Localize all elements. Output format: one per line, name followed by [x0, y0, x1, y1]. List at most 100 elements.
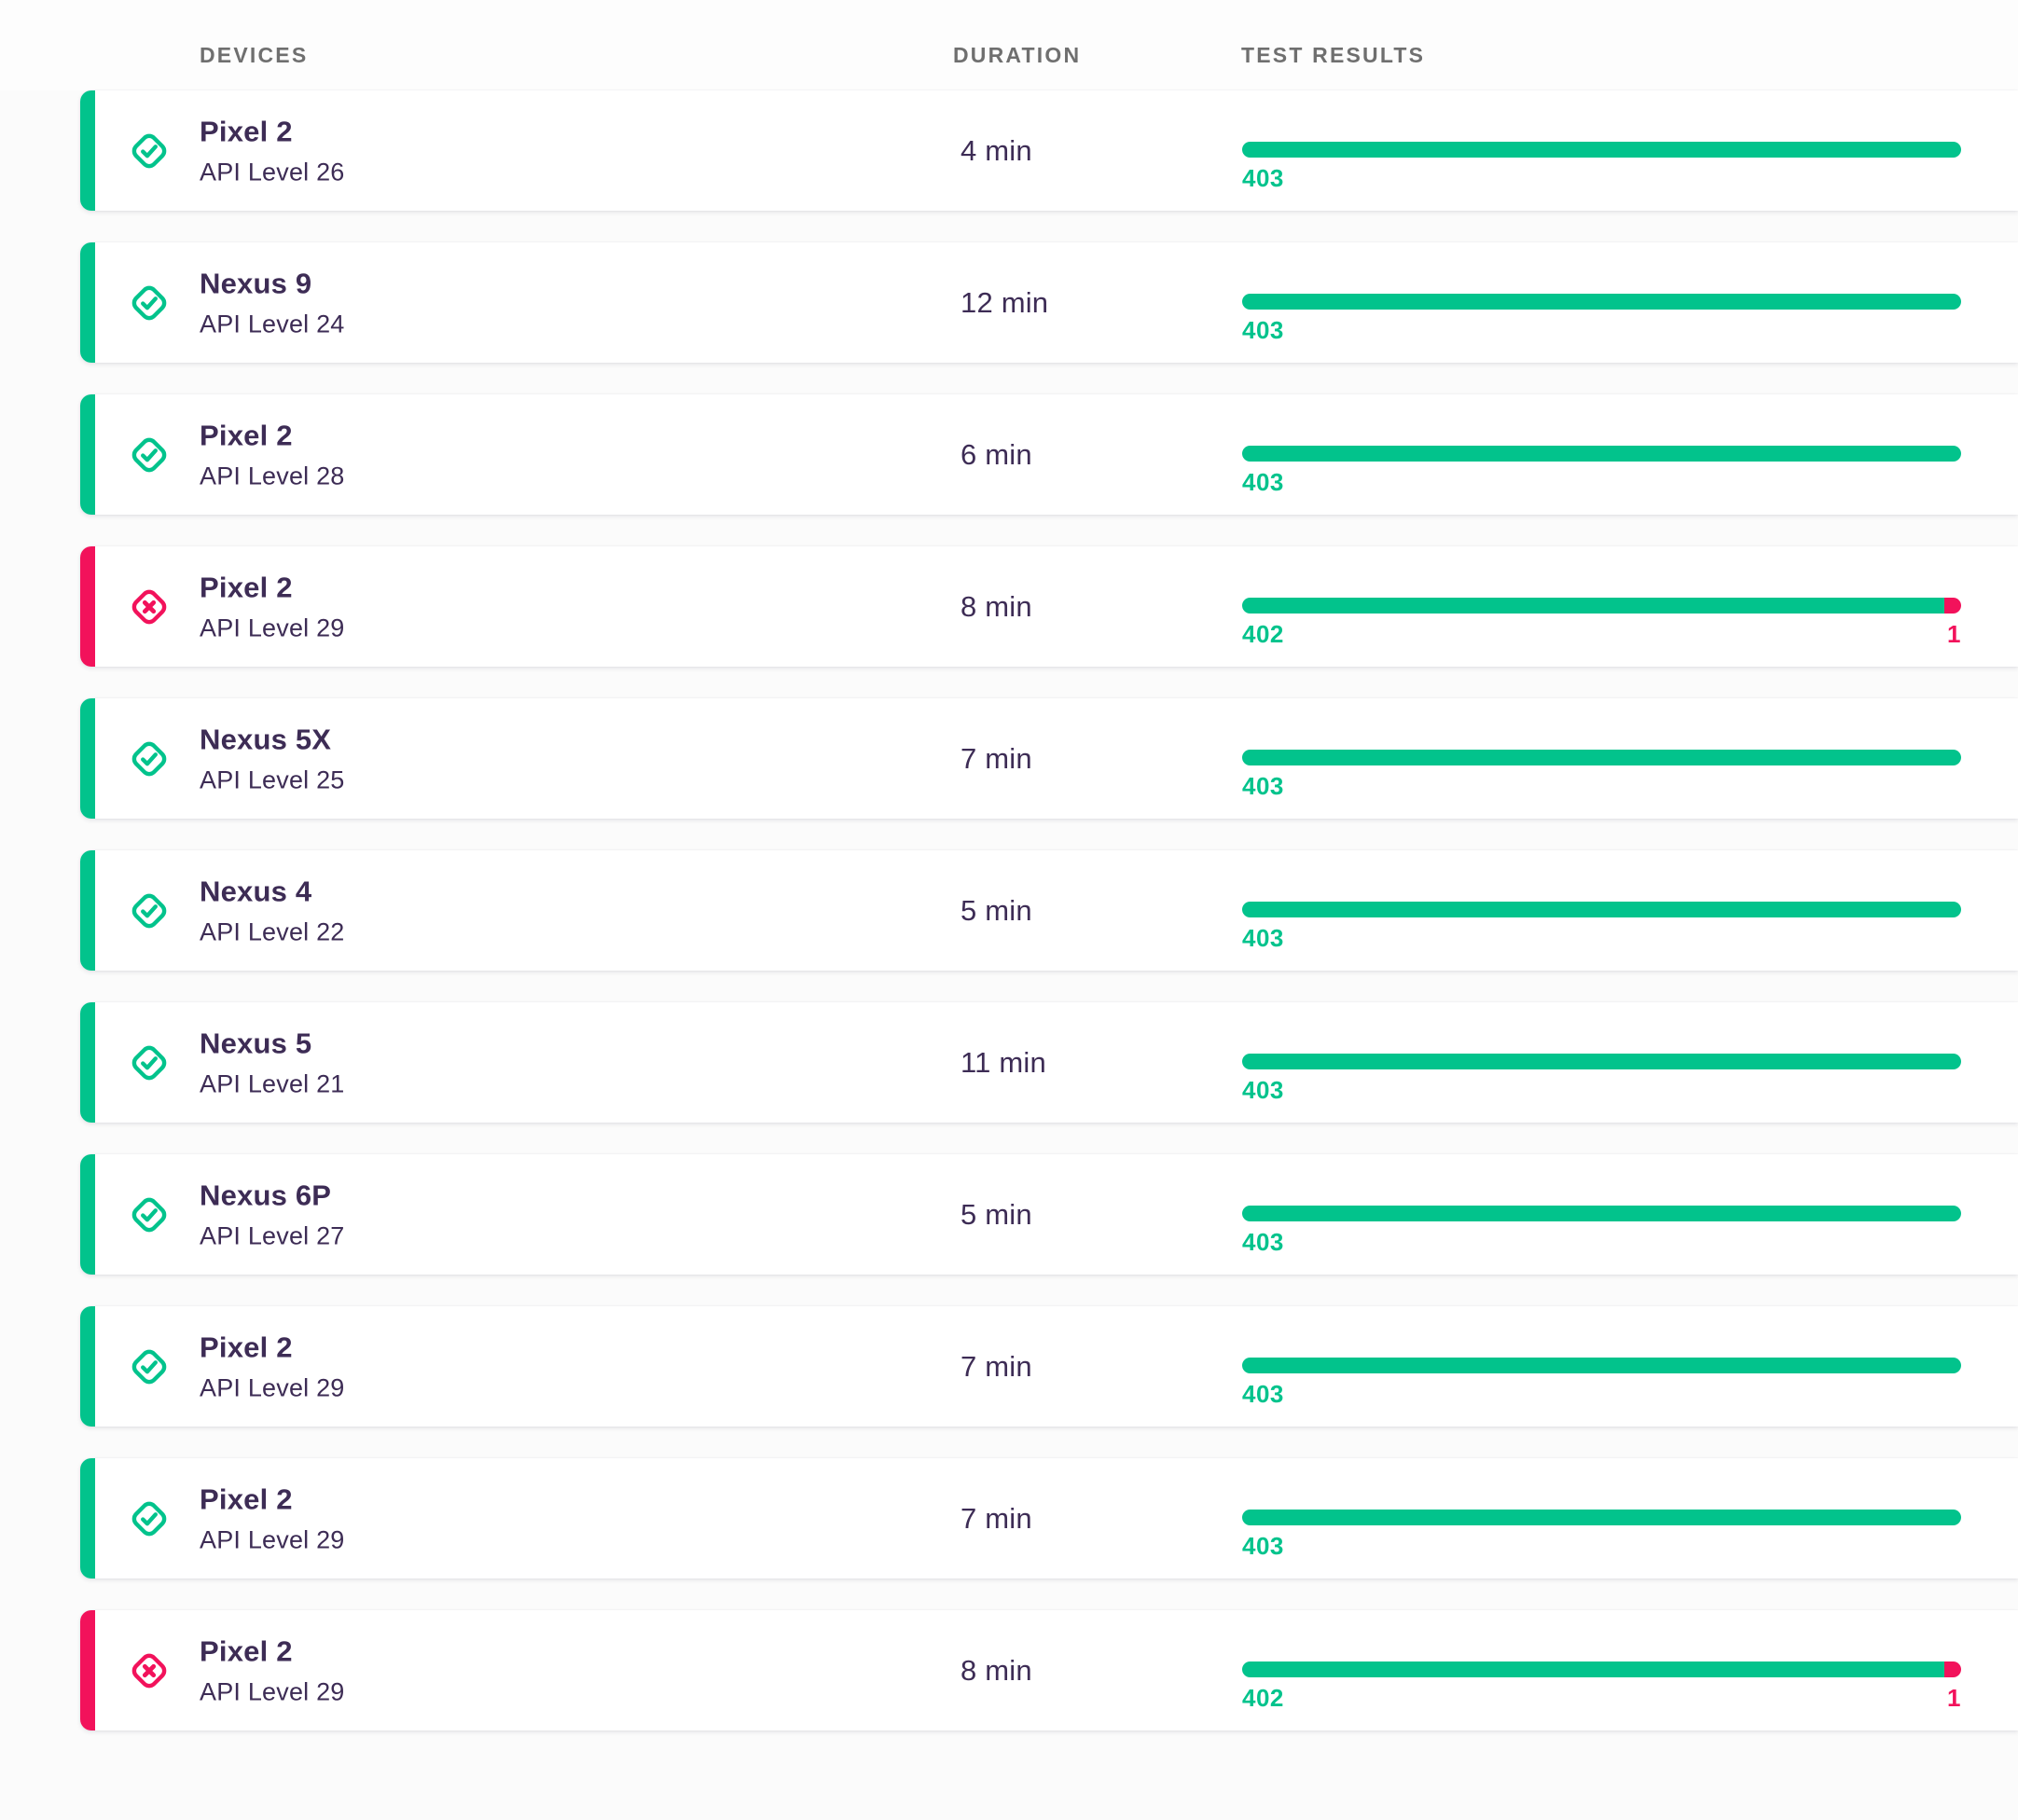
test-counts: 403 — [1242, 164, 1961, 193]
check-diamond-icon — [131, 893, 167, 928]
device-text-block: Pixel 2 API Level 29 — [200, 1331, 345, 1402]
device-row[interactable]: Nexus 4 API Level 22 5 min 403 — [80, 850, 2018, 971]
device-row[interactable]: Nexus 9 API Level 24 12 min 403 — [80, 242, 2018, 363]
device-name: Nexus 4 — [200, 875, 312, 907]
table-header: DEVICES DURATION TEST RESULTS — [0, 0, 2018, 90]
check-diamond-icon — [131, 1349, 167, 1384]
duration-value: 7 min — [961, 1349, 1032, 1383]
test-results-cell: 403 — [1242, 142, 1961, 193]
passed-count: 403 — [1242, 924, 1284, 952]
column-header-test-results: TEST RESULTS — [1241, 43, 1426, 67]
duration-value: 7 min — [961, 741, 1032, 775]
test-results-cell: 403 — [1242, 1510, 1961, 1561]
api-level: API Level 24 — [200, 310, 345, 338]
test-results-bar — [1242, 1358, 1961, 1373]
test-results-bar — [1242, 1054, 1961, 1069]
duration-value: 8 min — [961, 1653, 1032, 1687]
status-accent-bar — [80, 394, 95, 515]
device-row[interactable]: Nexus 5X API Level 25 7 min 403 — [80, 698, 2018, 819]
test-results-bar — [1242, 142, 1961, 158]
status-accent-bar — [80, 698, 95, 819]
test-counts: 403 — [1242, 316, 1961, 345]
passed-count: 403 — [1242, 164, 1284, 192]
device-text-block: Pixel 2 API Level 29 — [200, 1482, 345, 1554]
passed-count: 403 — [1242, 1380, 1284, 1408]
device-row[interactable]: Pixel 2 API Level 26 4 min 403 — [80, 90, 2018, 211]
device-text-block: Nexus 4 API Level 22 — [200, 875, 345, 946]
device-row[interactable]: Pixel 2 API Level 29 8 min 402 1 — [80, 546, 2018, 667]
api-level: API Level 26 — [200, 158, 345, 186]
test-results-cell: 403 — [1242, 446, 1961, 497]
status-accent-bar — [80, 1306, 95, 1427]
status-accent-bar — [80, 546, 95, 667]
column-header-devices: DEVICES — [200, 43, 309, 67]
test-results-bar — [1242, 598, 1961, 614]
passed-bar-segment — [1242, 902, 1961, 917]
x-diamond-icon — [131, 589, 167, 624]
test-counts: 402 1 — [1242, 620, 1961, 649]
device-row[interactable]: Nexus 5 API Level 21 11 min 403 — [80, 1002, 2018, 1123]
status-accent-bar — [80, 1002, 95, 1123]
device-text-block: Pixel 2 API Level 29 — [200, 571, 345, 642]
test-results-cell: 403 — [1242, 1054, 1961, 1105]
passed-bar-segment — [1242, 1054, 1961, 1069]
test-results-bar — [1242, 446, 1961, 462]
api-level: API Level 29 — [200, 1373, 345, 1401]
test-counts: 402 1 — [1242, 1684, 1961, 1713]
duration-value: 5 min — [961, 1197, 1032, 1231]
passed-bar-segment — [1242, 1358, 1961, 1373]
duration-value: 6 min — [961, 437, 1032, 471]
device-name: Pixel 2 — [200, 1331, 293, 1363]
device-name: Pixel 2 — [200, 1634, 293, 1667]
test-counts: 403 — [1242, 772, 1961, 801]
x-diamond-icon — [131, 1653, 167, 1688]
test-counts: 403 — [1242, 1076, 1961, 1105]
duration-value: 4 min — [961, 133, 1032, 167]
api-level: API Level 22 — [200, 917, 345, 945]
failed-bar-segment — [1944, 598, 1961, 614]
test-results-bar — [1242, 1661, 1961, 1677]
api-level: API Level 21 — [200, 1069, 345, 1097]
passed-bar-segment — [1242, 750, 1961, 765]
check-diamond-icon — [131, 437, 167, 472]
device-text-block: Pixel 2 API Level 26 — [200, 115, 345, 186]
test-results-cell: 402 1 — [1242, 1661, 1961, 1713]
check-diamond-icon — [131, 741, 167, 776]
test-counts: 403 — [1242, 468, 1961, 497]
device-row[interactable]: Nexus 6P API Level 27 5 min 403 — [80, 1154, 2018, 1275]
passed-bar-segment — [1242, 446, 1961, 462]
failed-count: 1 — [1947, 620, 1961, 648]
test-counts: 403 — [1242, 1532, 1961, 1561]
test-counts: 403 — [1242, 1228, 1961, 1257]
device-row[interactable]: Pixel 2 API Level 28 6 min 403 — [80, 394, 2018, 515]
test-results-cell: 403 — [1242, 902, 1961, 953]
passed-count: 403 — [1242, 1532, 1284, 1560]
test-results-cell: 403 — [1242, 294, 1961, 345]
status-accent-bar — [80, 1154, 95, 1275]
test-results-cell: 402 1 — [1242, 598, 1961, 649]
failed-count: 1 — [1947, 1684, 1961, 1712]
passed-bar-segment — [1242, 598, 1944, 614]
device-name: Pixel 2 — [200, 571, 293, 603]
device-test-list: Pixel 2 API Level 26 4 min 403 Nexus — [0, 90, 2018, 1730]
column-header-duration: DURATION — [953, 43, 1082, 67]
passed-count: 403 — [1242, 468, 1284, 496]
device-text-block: Nexus 6P API Level 27 — [200, 1179, 345, 1250]
passed-bar-segment — [1242, 142, 1961, 158]
passed-bar-segment — [1242, 1661, 1944, 1677]
duration-value: 7 min — [961, 1501, 1032, 1535]
device-row[interactable]: Pixel 2 API Level 29 7 min 403 — [80, 1458, 2018, 1579]
api-level: API Level 25 — [200, 765, 345, 793]
duration-value: 5 min — [961, 893, 1032, 927]
passed-bar-segment — [1242, 1510, 1961, 1525]
test-results-cell: 403 — [1242, 1206, 1961, 1257]
check-diamond-icon — [131, 1501, 167, 1536]
check-diamond-icon — [131, 1197, 167, 1232]
device-row[interactable]: Pixel 2 API Level 29 7 min 403 — [80, 1306, 2018, 1427]
test-results-cell: 403 — [1242, 750, 1961, 801]
device-text-block: Nexus 9 API Level 24 — [200, 267, 345, 338]
failed-bar-segment — [1944, 1661, 1961, 1677]
device-row[interactable]: Pixel 2 API Level 29 8 min 402 1 — [80, 1610, 2018, 1730]
test-counts: 403 — [1242, 924, 1961, 953]
test-results-bar — [1242, 902, 1961, 917]
